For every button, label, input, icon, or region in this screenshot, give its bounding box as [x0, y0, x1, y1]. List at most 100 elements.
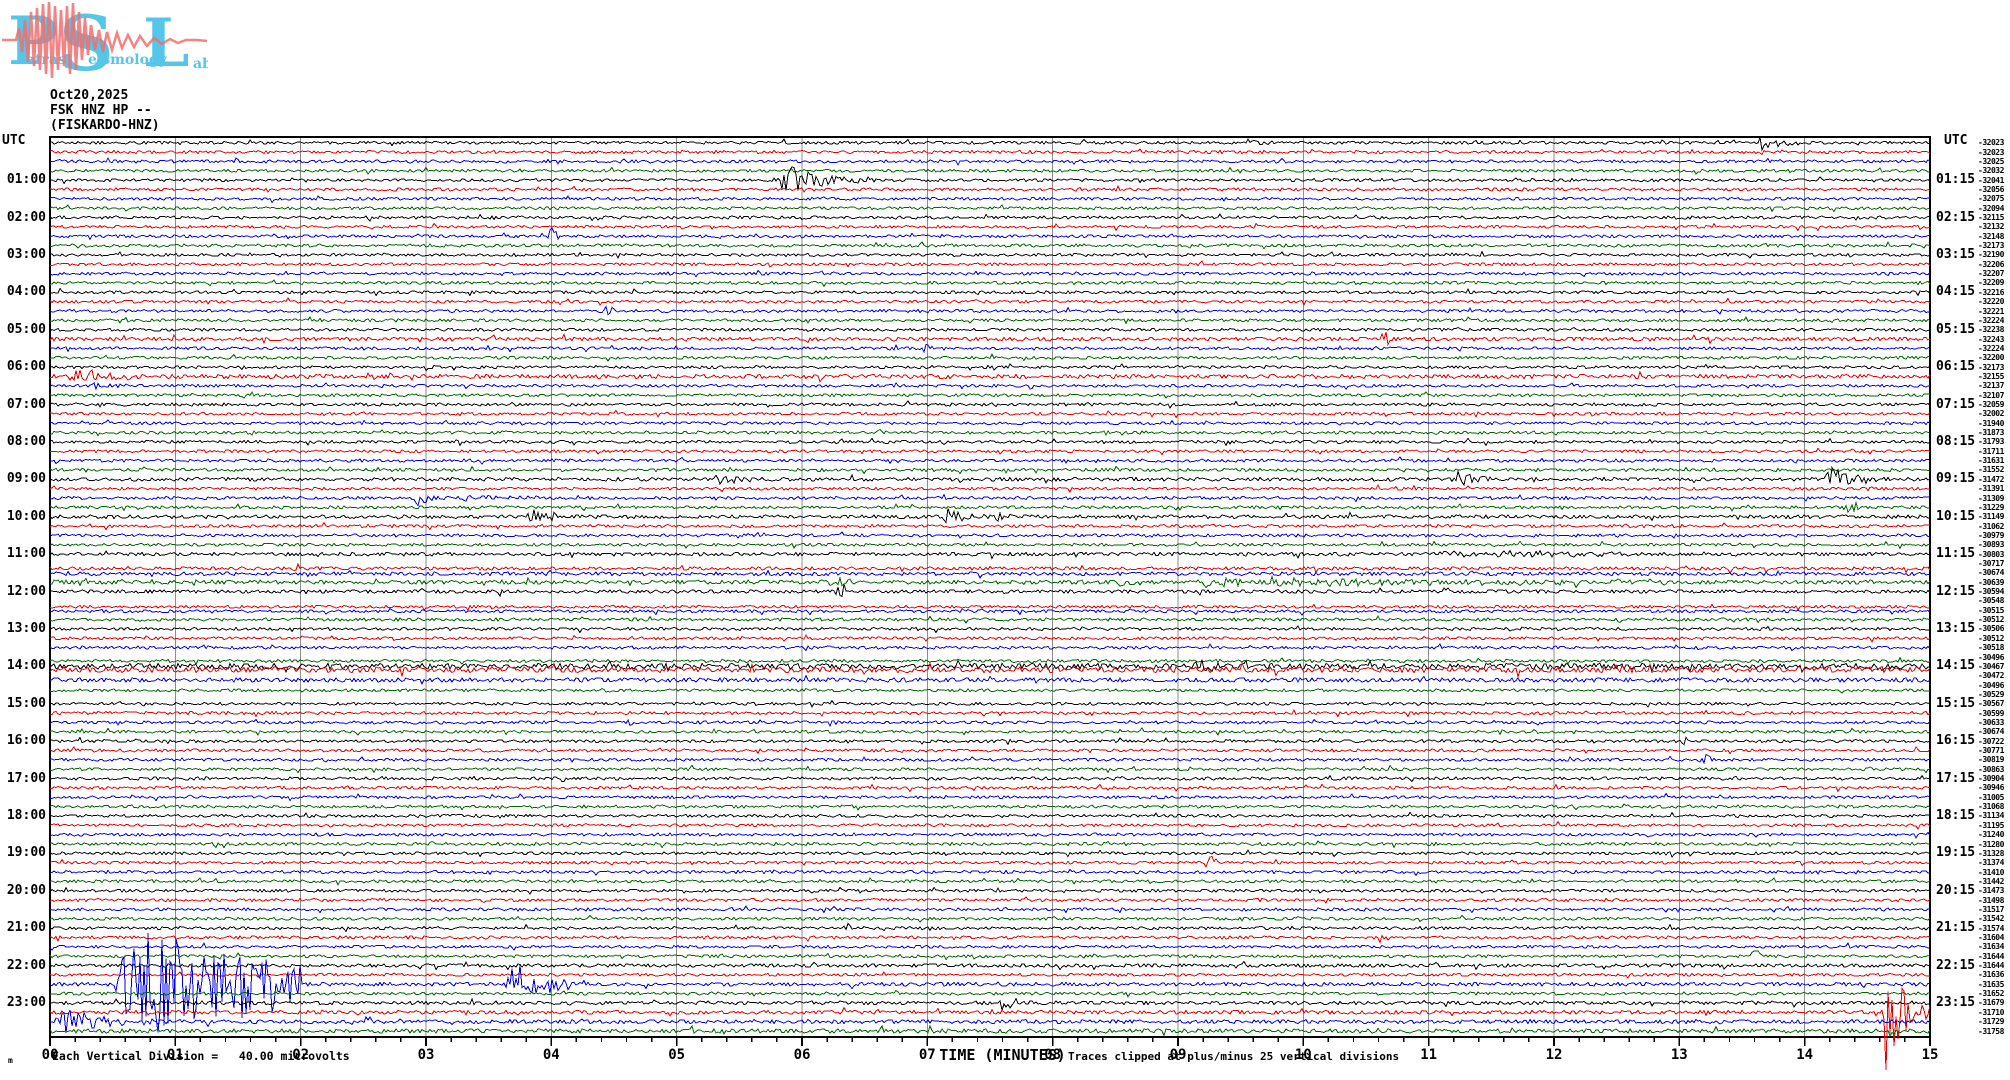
- trace-mean-value: -31711: [1978, 446, 2004, 456]
- trace-mean-value: -31391: [1978, 484, 2004, 494]
- x-axis-tick-label: 07: [918, 1047, 936, 1063]
- trace-mean-value: -30506: [1978, 624, 2004, 634]
- trace-mean-value: -31604: [1978, 933, 2004, 942]
- trace-mean-value: -32190: [1978, 250, 2004, 260]
- right-time-label: 11:15: [1936, 546, 1976, 562]
- seismogram-trace: [50, 369, 1931, 383]
- left-time-label: 17:00: [6, 770, 46, 786]
- right-time-label: 14:15: [1936, 658, 1976, 674]
- left-time-label: 12:00: [6, 583, 46, 599]
- seismogram-trace: [49, 905, 1931, 914]
- left-time-label: 10:00: [6, 508, 46, 524]
- trace-mean-value: -31635: [1978, 979, 2004, 989]
- trace-mean-value: -30529: [1978, 689, 2004, 699]
- x-axis-tick-label: 04: [542, 1047, 560, 1063]
- seismogram-trace: [49, 661, 1931, 679]
- trace-mean-value: -30512: [1978, 633, 2004, 643]
- trace-mean-value: -30518: [1978, 643, 2004, 653]
- header-date: Oct20,2025: [50, 88, 129, 103]
- trace-mean-value: -31652: [1978, 989, 2004, 998]
- trace-mean-value: -31472: [1978, 474, 2004, 484]
- seismogram-trace: [50, 447, 1931, 456]
- right-time-label: 13:15: [1936, 620, 1976, 636]
- seismogram-trace: [49, 934, 1931, 944]
- trace-mean-value: -31134: [1978, 811, 2004, 821]
- seismogram-trace: [49, 877, 1931, 887]
- trace-mean-value: -32238: [1978, 325, 2004, 335]
- seismogram-trace: [49, 896, 1931, 904]
- seismogram-trace: [49, 315, 1931, 325]
- seismogram-trace: [49, 240, 1931, 250]
- trace-mean-value: -32224: [1978, 343, 2004, 353]
- seismogram-trace: [49, 428, 1931, 437]
- trace-mean-value: -30946: [1978, 783, 2004, 793]
- trace-mean-value: -32173: [1978, 362, 2004, 372]
- seismogram-trace: [49, 932, 1930, 1033]
- seismogram-trace: [49, 656, 1931, 666]
- x-axis-tick-label: 08: [1044, 1047, 1062, 1063]
- seismogram-trace: [49, 960, 1931, 971]
- trace-mean-value: -30548: [1978, 596, 2004, 606]
- seismogram-trace: [49, 148, 1931, 156]
- left-time-label: 21:00: [6, 920, 46, 936]
- seismogram-trace: [50, 753, 1930, 765]
- seismogram-trace: [50, 687, 1930, 694]
- seismogram-trace: [49, 914, 1931, 923]
- right-time-label: 01:15: [1936, 172, 1976, 188]
- seismogram-trace: [49, 465, 1931, 475]
- x-axis-tick-label: 09: [1169, 1047, 1187, 1063]
- trace-mean-value: -31309: [1978, 493, 2004, 503]
- trace-mean-value: -32173: [1978, 241, 2004, 250]
- trace-mean-value: -31552: [1978, 465, 2004, 475]
- trace-mean-value: -31498: [1978, 895, 2004, 905]
- x-axis-tick-label: 02: [292, 1047, 310, 1063]
- left-time-label: 13:00: [6, 620, 46, 636]
- seismogram-trace: [49, 166, 1930, 175]
- left-time-label: 03:00: [6, 246, 46, 262]
- trace-mean-value: -32041: [1978, 175, 2004, 185]
- left-time-label: 01:00: [6, 172, 46, 188]
- seismogram-trace: [49, 811, 1930, 819]
- trace-mean-value: -31644: [1978, 951, 2004, 961]
- seismogram-trace: [49, 562, 1931, 574]
- right-time-label: 16:15: [1936, 733, 1976, 749]
- trace-mean-value: -32221: [1978, 306, 2004, 316]
- left-time-label: 14:00: [6, 658, 46, 674]
- trace-mean-value: -31473: [1978, 886, 2004, 896]
- trace-mean-value: -32094: [1978, 203, 2004, 213]
- trace-mean-value: -32206: [1978, 259, 2004, 269]
- trace-mean-value: -30639: [1978, 577, 2004, 587]
- utc-label-left: UTC: [2, 133, 26, 148]
- seismogram-trace: [49, 855, 1931, 869]
- seismogram-trace: [49, 820, 1931, 830]
- trace-mean-value: -31679: [1978, 998, 2004, 1008]
- left-time-label: 19:00: [6, 845, 46, 861]
- left-time-label: 05:00: [6, 321, 46, 337]
- trace-mean-value: -32209: [1978, 278, 2004, 288]
- trace-mean-value: -31068: [1978, 802, 2004, 811]
- trace-mean-value: -30472: [1978, 671, 2004, 681]
- right-time-label: 09:15: [1936, 471, 1976, 487]
- trace-mean-value: -31644: [1978, 961, 2004, 970]
- header-station-line: FSK HNZ HP --: [50, 103, 152, 118]
- seismogram-trace: [50, 783, 1930, 793]
- seismogram-trace: [50, 840, 1931, 849]
- seismogram-trace: [49, 343, 1931, 354]
- seismogram-trace: [49, 997, 1931, 1012]
- left-time-label: 15:00: [6, 695, 46, 711]
- seismogram-trace: [50, 1009, 1931, 1034]
- x-axis-tick-label: 13: [1670, 1047, 1688, 1063]
- trace-mean-value: -30496: [1978, 680, 2004, 690]
- trace-mean-value: -30863: [1978, 764, 2004, 774]
- trace-mean-value: -30496: [1978, 652, 2004, 662]
- trace-mean-value: -31710: [1978, 1007, 2004, 1017]
- seismogram-trace: [49, 352, 1930, 362]
- seismogram-trace: [49, 156, 1931, 167]
- trace-mean-value: -31195: [1978, 820, 2004, 830]
- seismogram-trace: [49, 868, 1930, 877]
- x-axis-tick-label: 06: [793, 1047, 811, 1063]
- trace-mean-value: -32137: [1978, 381, 2004, 391]
- left-time-label: 08:00: [6, 433, 46, 449]
- trace-mean-value: -32216: [1978, 287, 2004, 297]
